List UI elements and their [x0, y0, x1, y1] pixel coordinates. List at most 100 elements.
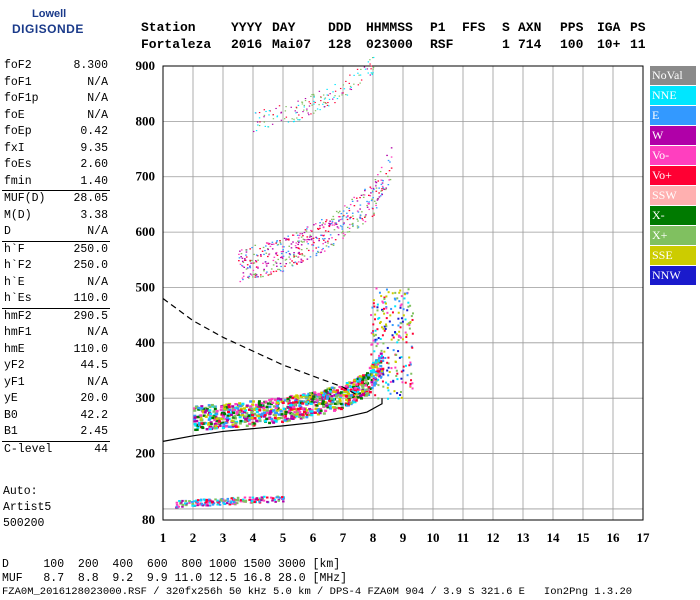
- echo-point: [371, 215, 374, 217]
- echo-point: [256, 121, 259, 123]
- echo-point: [285, 116, 288, 118]
- echo-point: [338, 219, 340, 221]
- echo-point: [264, 125, 266, 127]
- echo-point: [280, 265, 282, 268]
- echo-point: [292, 234, 295, 236]
- echo-point: [402, 365, 405, 368]
- echo-point: [349, 203, 352, 206]
- echo-point: [385, 325, 388, 328]
- echo-point: [213, 423, 217, 426]
- echo-point: [345, 80, 347, 82]
- echo-point: [220, 405, 224, 409]
- echo-point: [383, 350, 386, 353]
- echo-point: [374, 394, 377, 397]
- echo-point: [312, 395, 316, 398]
- echo-point: [282, 500, 285, 503]
- echo-point: [177, 505, 181, 508]
- echo-point: [272, 259, 275, 262]
- echo-point: [385, 317, 388, 320]
- echo-point: [367, 61, 370, 63]
- echo-point: [327, 246, 330, 248]
- echo-point: [403, 293, 406, 296]
- echo-point: [284, 418, 288, 422]
- echo-point: [377, 397, 380, 400]
- echo-point: [253, 273, 255, 276]
- echo-point: [211, 503, 215, 506]
- echo-point: [238, 422, 242, 425]
- echo-point: [400, 303, 403, 306]
- echo-point: [268, 421, 272, 425]
- logo-text-digisonde: DIGISONDE: [12, 22, 84, 36]
- param-row: foF1 N/A: [2, 75, 110, 92]
- echo-point: [376, 367, 380, 371]
- echo-point: [396, 378, 399, 381]
- echo-point: [338, 385, 342, 389]
- echo-point: [297, 119, 299, 121]
- echo-point: [346, 215, 349, 218]
- echo-point: [224, 417, 228, 421]
- x-tick-label: 15: [577, 530, 591, 545]
- echo-point: [298, 253, 301, 255]
- echo-point: [223, 412, 227, 416]
- echo-point: [259, 247, 261, 250]
- echo-point: [386, 386, 389, 389]
- echo-point: [317, 393, 321, 397]
- echo-point: [281, 257, 284, 259]
- echo-point: [380, 190, 382, 192]
- echo-point: [372, 72, 374, 74]
- echo-point: [299, 406, 303, 409]
- x-tick-label: 3: [220, 530, 227, 545]
- echo-point: [259, 404, 263, 407]
- param-value: 2.45: [80, 425, 108, 438]
- echo-point: [411, 312, 414, 315]
- echo-point: [208, 427, 212, 431]
- echo-point: [396, 392, 399, 395]
- echo-point: [285, 258, 288, 261]
- echo-point: [233, 417, 237, 420]
- echo-point: [381, 179, 384, 182]
- echo-point: [240, 256, 242, 258]
- echo-point: [254, 276, 257, 278]
- echo-point: [258, 409, 262, 412]
- echo-point: [346, 226, 349, 229]
- echo-point: [372, 339, 375, 342]
- echo-point: [328, 225, 331, 228]
- param-value: N/A: [87, 275, 108, 289]
- echo-point: [367, 202, 370, 204]
- echo-point: [311, 104, 313, 106]
- echo-point: [381, 334, 384, 337]
- echo-point: [215, 419, 219, 422]
- echo-point: [263, 270, 265, 272]
- echo-point: [302, 111, 304, 113]
- echo-point: [381, 308, 384, 311]
- echo-point: [384, 302, 387, 305]
- echo-point: [251, 413, 255, 417]
- echo-point: [265, 110, 267, 113]
- param-row: yF1 N/A: [2, 375, 110, 392]
- echo-point: [377, 317, 380, 320]
- header-label: HHMMSS: [366, 20, 413, 35]
- y-tick-label: 400: [136, 335, 156, 350]
- echo-point: [263, 253, 265, 256]
- echo-point: [221, 421, 225, 425]
- echo-point: [258, 112, 261, 114]
- echo-point: [308, 395, 312, 399]
- echo-point: [349, 401, 353, 404]
- echo-point: [303, 255, 306, 257]
- echo-point: [324, 97, 327, 99]
- echo-point: [307, 249, 310, 252]
- x-tick-label: 8: [370, 530, 377, 545]
- echo-point: [359, 204, 362, 206]
- echo-point: [354, 393, 358, 396]
- echo-point: [232, 498, 236, 501]
- echo-point: [333, 224, 336, 226]
- echo-point: [213, 407, 217, 411]
- echo-point: [353, 389, 357, 392]
- echo-point: [270, 271, 272, 273]
- echo-point: [234, 402, 238, 406]
- echo-point: [306, 110, 308, 112]
- echo-point: [248, 422, 252, 426]
- echo-point: [380, 360, 383, 363]
- echo-point: [245, 268, 248, 270]
